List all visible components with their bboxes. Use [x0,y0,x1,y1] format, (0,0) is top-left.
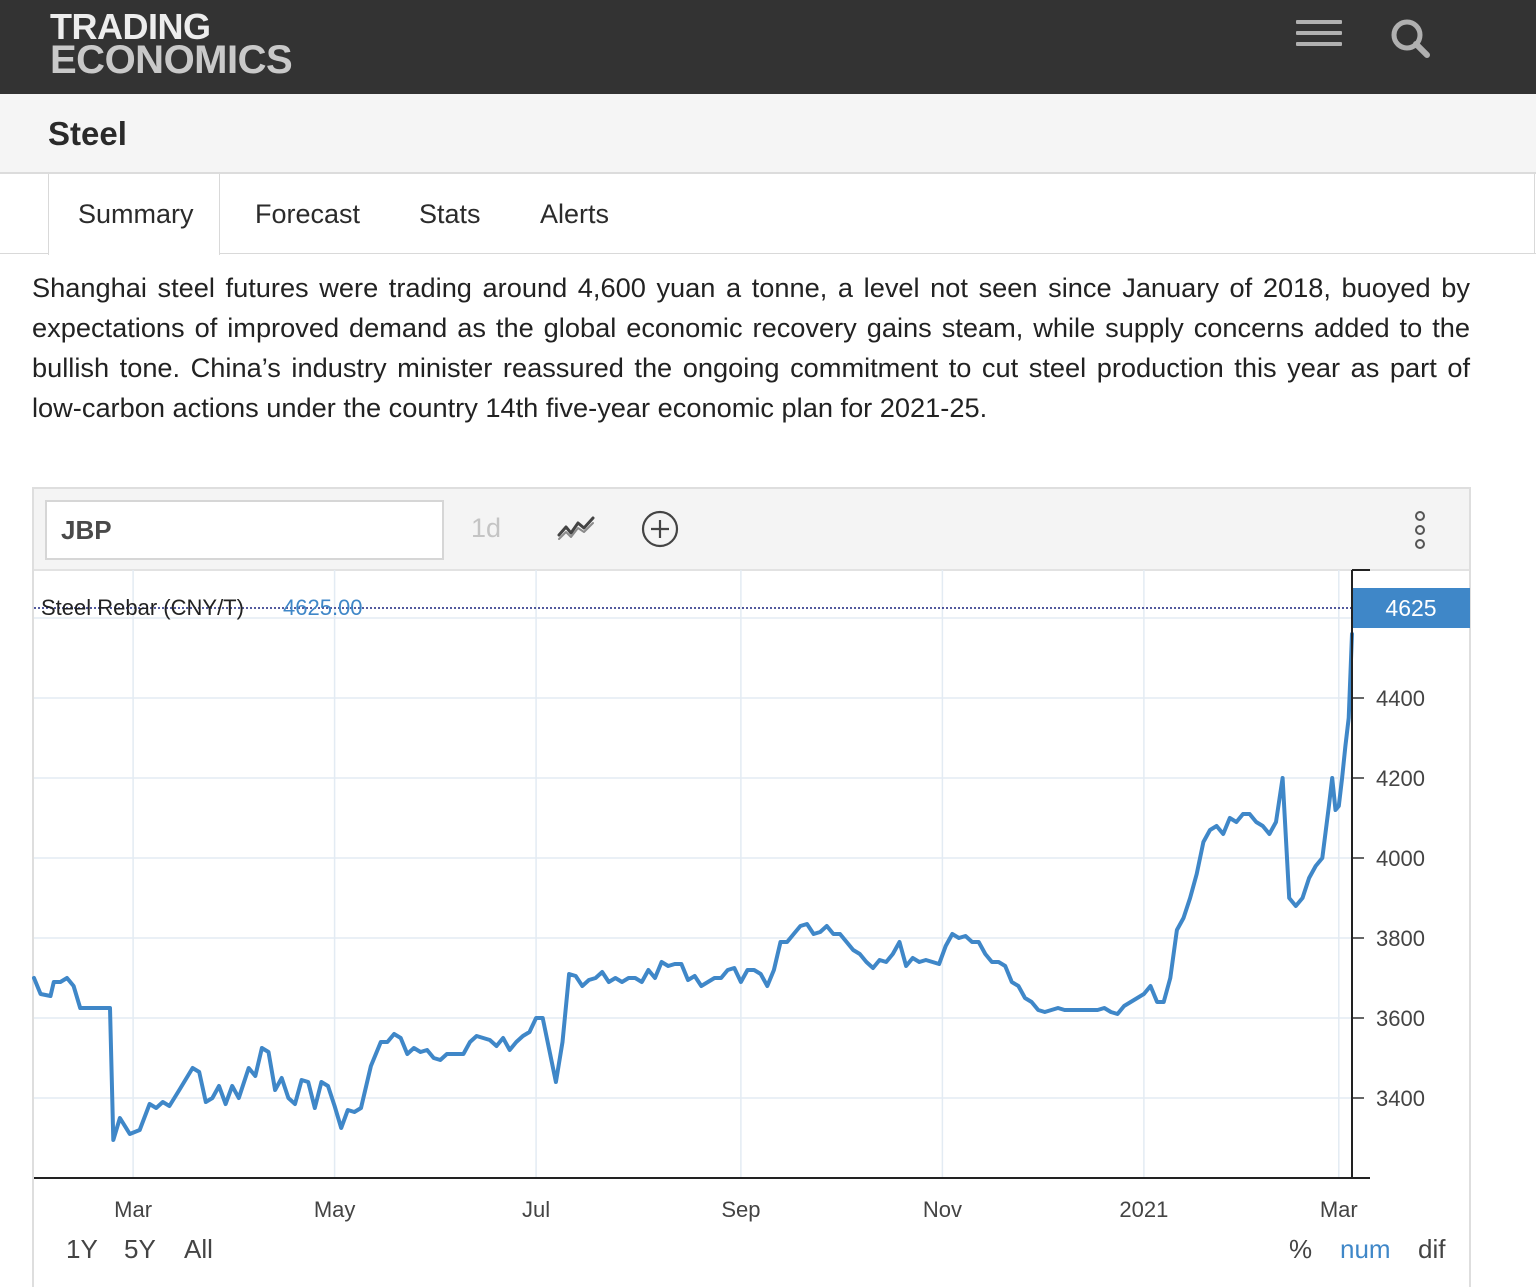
menu-bar [1296,42,1342,46]
tab-bar-edge [1534,174,1535,254]
menu-bar [1296,31,1342,35]
tab-alerts[interactable]: Alerts [540,199,610,229]
chart-axes: 3400 3600 3800 4000 4200 4400 Mar May Jul Sep Nov 2… [34,569,1425,1222]
last-value-tag [1353,588,1470,628]
y-tick-label: 4200 [1376,766,1425,791]
x-tick-label: 2021 [1119,1197,1168,1222]
top-nav-bar: TRADING ECONOMICS [0,0,1536,94]
series-name-label: Steel Rebar (CNY/T) [41,595,244,620]
chart-grid [34,570,1352,1178]
interval-selector[interactable]: 1d [471,513,502,543]
search-icon[interactable] [1386,14,1436,64]
y-tick-label: 4000 [1376,846,1425,871]
vertical-dots-icon[interactable] [1406,509,1434,553]
last-value-tag-text: 4625 [1385,595,1436,621]
mode-dif-button[interactable]: dif [1418,1234,1446,1264]
tab-bar: Summary Forecast Stats Alerts [0,174,1536,255]
line-chart-icon[interactable] [556,511,596,545]
plus-circle-icon[interactable] [640,509,680,549]
range-1y-button[interactable]: 1Y [66,1234,98,1264]
logo-line-2: ECONOMICS [50,37,293,82]
tab-forecast[interactable]: Forecast [255,199,361,229]
mode-num-button[interactable]: num [1340,1234,1391,1264]
chart-container: JBP 1d [32,487,1471,1287]
x-tick-label: Mar [1320,1197,1358,1222]
logo-line-1: TRADING [50,6,211,47]
series-last-value: 4625.00 [283,595,363,620]
range-5y-button[interactable]: 5Y [124,1234,156,1264]
tab-summary[interactable]: Summary [48,174,220,255]
title-bar: Steel [0,94,1536,174]
page-title: Steel [48,115,127,152]
hamburger-menu-icon[interactable] [1296,18,1344,52]
trading-economics-logo[interactable]: TRADING ECONOMICS [50,6,293,82]
chart-toolbar: JBP 1d [34,489,1469,571]
x-tick-label: May [314,1197,356,1222]
menu-bar [1296,20,1342,24]
y-tick-label: 4400 [1376,686,1425,711]
x-tick-label: Mar [114,1197,152,1222]
mode-percent-button[interactable]: % [1289,1234,1313,1264]
market-summary-text: Shanghai steel futures were trading arou… [32,272,1470,423]
y-tick-label: 3400 [1376,1086,1425,1111]
y-tick-label: 3800 [1376,926,1425,951]
symbol-input[interactable]: JBP [45,500,444,560]
x-tick-label: Nov [923,1197,962,1222]
price-series-line [32,632,1354,1142]
x-tick-label: Jul [522,1197,550,1222]
x-tick-label: Sep [721,1197,760,1222]
y-tick-label: 3600 [1376,1006,1425,1031]
tab-stats[interactable]: Stats [419,199,481,229]
range-all-button[interactable]: All [184,1234,213,1264]
